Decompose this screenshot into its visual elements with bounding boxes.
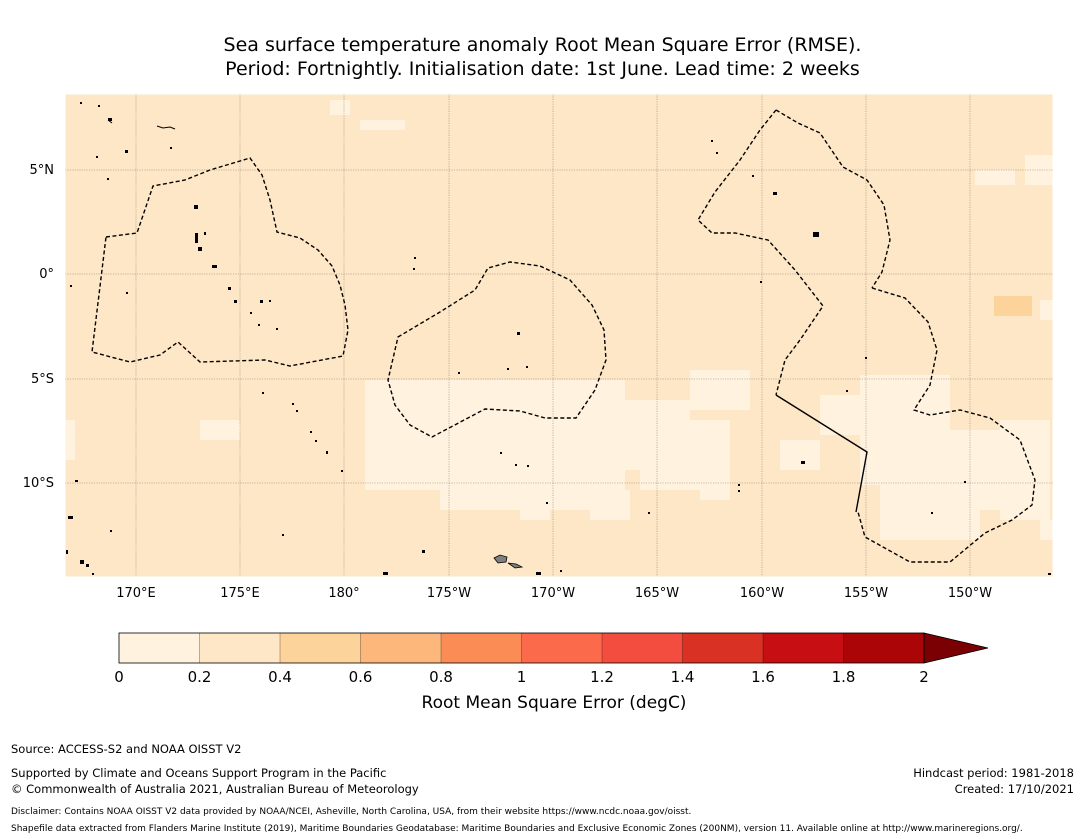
colorbar-tick-label: 1.2 [590,668,614,686]
colorbar-swatch [521,633,603,663]
colorbar-swatch [763,633,844,663]
colorbar [118,632,989,664]
lon-label-160w: 160°W [739,586,785,601]
colorbar-swatches [119,633,925,663]
colorbar-swatch [119,633,200,663]
lon-label-180: 180° [328,586,360,601]
lon-label-165w: 165°W [634,586,680,601]
colorbar-tick-label: 0 [114,668,124,686]
colorbar-tick-label: 1.6 [751,668,775,686]
colorbar-tick-label: 1 [516,668,527,686]
map-title-line-2: Period: Fortnightly. Initialisation date… [225,58,860,80]
lon-label-170e: 170°E [116,586,156,601]
colorbar-tick-label: 0.8 [429,668,453,686]
islands [66,102,1051,575]
eez-french-polynesia [857,287,1036,563]
gridlines [65,94,1053,577]
colorbar-tick-label: 1.4 [670,668,695,686]
colorbar-tick-label: 2 [919,668,929,686]
lat-label-10s: 10°S [22,476,54,491]
map-panel [64,93,1054,578]
eez-line-islands-west [697,109,824,396]
colorbar-swatch [199,633,281,663]
source-note: Source: ACCESS-S2 and NOAA OISST V2 [11,742,242,756]
mid-rmse-patch [994,296,1032,316]
lon-label-155w: 155°W [843,586,889,601]
shapefile-note: Shapefile data extracted from Flanders M… [11,824,1023,834]
colorbar-tick-label: 0.6 [348,668,373,686]
colorbar-swatch [843,633,925,663]
lon-label-150w: 150°W [947,586,993,601]
lon-label-175w: 175°W [426,586,472,601]
lat-label-5s: 5°S [30,372,54,387]
colorbar-swatch [441,633,522,663]
support-note: Supported by Climate and Oceans Support … [11,766,387,780]
copyright-note: © Commonwealth of Australia 2021, Austra… [11,782,419,796]
lon-label-175e: 175°E [220,586,260,601]
boundary-solid [775,394,868,513]
eez-boundaries [91,109,1036,563]
map-frame [64,93,1054,578]
disclaimer-note: Disclaimer: Contains NOAA OISST V2 data … [11,807,692,817]
colorbar-tick-label: 1.8 [831,668,856,686]
colorbar-outline [118,632,925,664]
colorbar-tick-label: 0.4 [268,668,292,686]
eez-line-islands [775,109,891,289]
island-outlines [107,119,176,130]
lat-label-5n: 5°N [29,163,55,178]
lon-label-170w: 170°W [530,586,576,601]
low-rmse-patches [65,100,1053,540]
colorbar-swatch [360,633,442,663]
created-date: Created: 17/10/2021 [954,782,1074,796]
eez-kiribati-gilbert [91,157,349,367]
hindcast-period: Hindcast period: 1981-2018 [913,766,1074,780]
colorbar-extend-arrow [923,632,989,664]
eez-tokelau-samoa [387,261,607,438]
colorbar-swatch [602,633,683,663]
samoa-land [493,554,524,569]
colorbar-swatch [682,633,764,663]
colorbar-tick-label: 0.2 [187,668,212,686]
colorbar-title: Root Mean Square Error (degC) [421,693,687,713]
map-title-line-1: Sea surface temperature anomaly Root Mea… [223,34,862,56]
colorbar-swatch [280,633,361,663]
lat-label-0: 0° [39,267,54,282]
